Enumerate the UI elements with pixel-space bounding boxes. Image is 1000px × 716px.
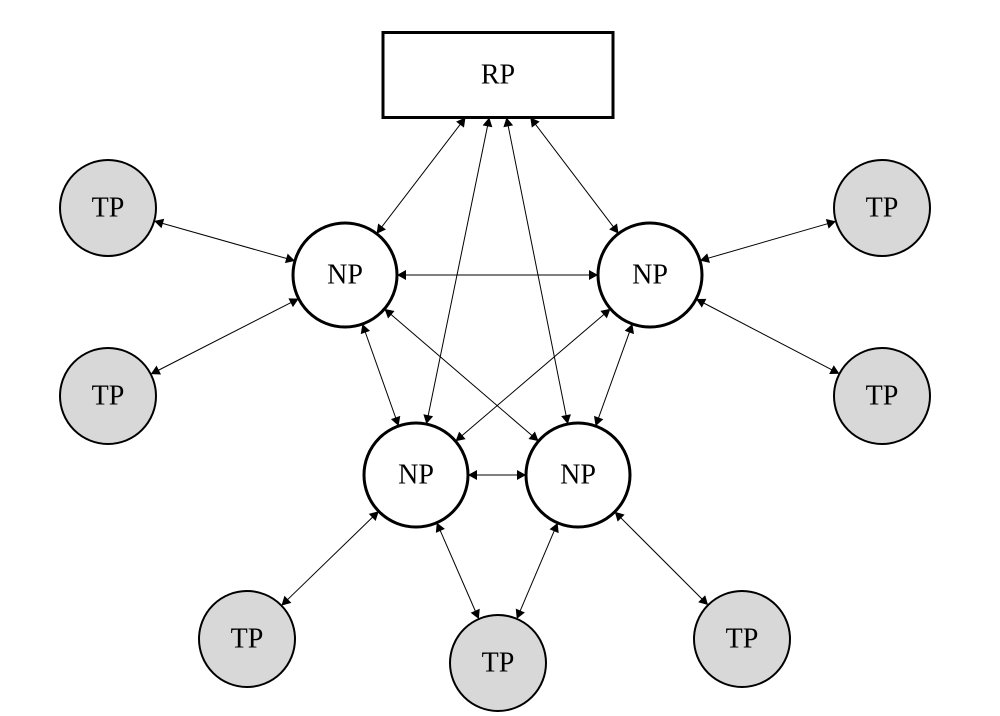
- edge: [700, 301, 835, 372]
- edge: [439, 527, 477, 615]
- edge: [704, 223, 831, 260]
- arrow-head: [456, 432, 466, 442]
- np-label: NP: [327, 260, 363, 291]
- rp-label: RP: [481, 60, 515, 91]
- arrow-head: [609, 223, 618, 233]
- edge: [459, 312, 607, 439]
- tp-label: TP: [482, 648, 515, 679]
- np-group: NP NP NP NP: [293, 223, 702, 527]
- edge: [364, 328, 397, 422]
- tp-label: TP: [231, 624, 264, 655]
- arrow-head: [530, 118, 539, 128]
- arrow-head: [384, 309, 394, 319]
- np-label: NP: [560, 460, 596, 491]
- edge: [597, 328, 631, 422]
- edge: [519, 527, 556, 615]
- tp-label: TP: [92, 381, 125, 412]
- edge: [533, 121, 616, 230]
- rp-node: RP: [383, 33, 613, 118]
- tp-label: TP: [866, 381, 899, 412]
- edge: [285, 514, 376, 602]
- arrow-head: [377, 224, 386, 234]
- edge: [159, 222, 291, 259]
- arrow-head: [826, 219, 836, 229]
- edge: [507, 122, 567, 420]
- arrow-head: [528, 432, 538, 442]
- arrow-head: [600, 309, 610, 319]
- edge: [379, 121, 462, 230]
- edge: [155, 301, 295, 372]
- edge: [427, 122, 488, 420]
- arrow-head: [456, 118, 465, 128]
- edge: [388, 312, 535, 438]
- np-label: NP: [398, 460, 434, 491]
- tp-group: TP TP TP TP TP TP TP: [60, 160, 930, 711]
- arrow-head: [154, 219, 164, 229]
- network-diagram: RP NP NP NP NP TP TP TP TP TP TP TP: [0, 0, 1000, 716]
- edge: [618, 515, 705, 602]
- tp-label: TP: [92, 193, 125, 224]
- tp-label: TP: [726, 624, 759, 655]
- edges-group: [151, 118, 840, 620]
- tp-label: TP: [866, 193, 899, 224]
- np-label: NP: [632, 260, 668, 291]
